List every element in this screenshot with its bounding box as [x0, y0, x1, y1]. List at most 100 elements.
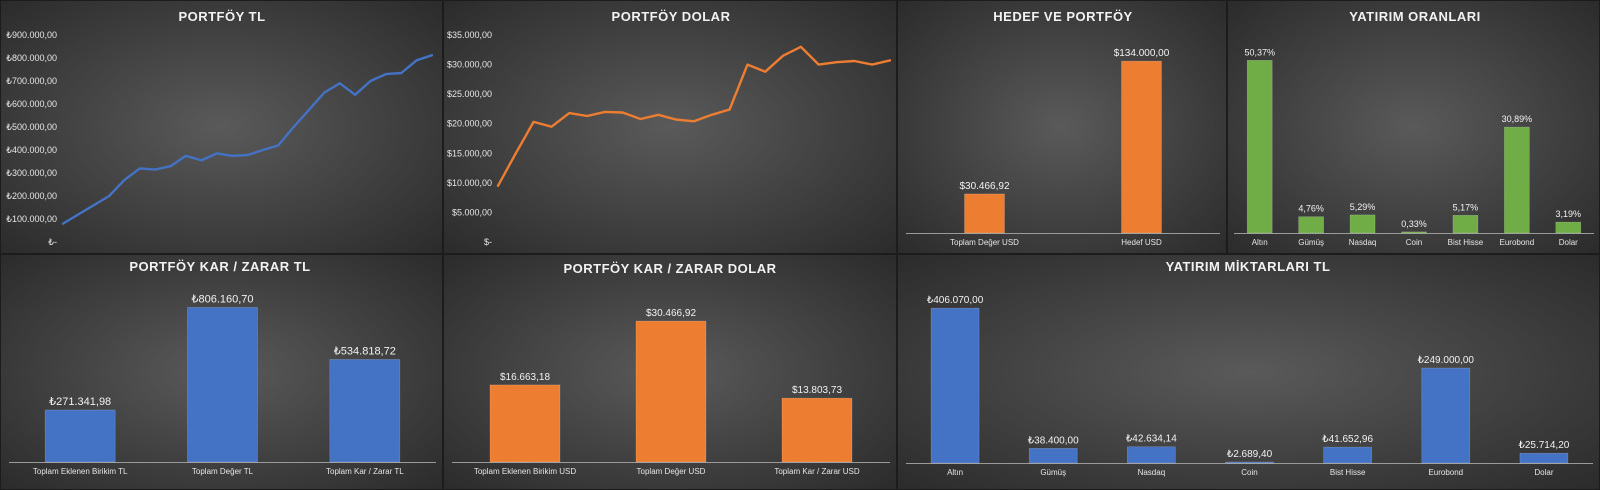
data-label: 4,76% [1298, 204, 1324, 214]
bar [781, 397, 853, 463]
bar [1298, 216, 1324, 234]
data-label: ₺38.400,00 [1028, 435, 1079, 446]
y-tick-label: ₺300.000,00 [6, 168, 57, 178]
category-label: Altın [947, 468, 963, 477]
y-tick-label: ₺900.000,00 [6, 30, 57, 40]
y-tick-label: $15.000,00 [447, 148, 492, 158]
data-label: $134.000,00 [1114, 48, 1170, 59]
data-label: ₺806.160,70 [191, 293, 253, 305]
chart-portfoy-dolar-svg: PORTFÖY DOLAR $- $5.000,00 $10.000,00 $15.00… [447, 9, 892, 247]
chart-portfoy-kar-zarar-tl: PORTFÖY KAR / ZARAR TL ₺271.341,98 Toplam … [0, 254, 443, 490]
data-label: ₺42.634,14 [1126, 434, 1177, 445]
data-label: ₺41.652,96 [1322, 434, 1373, 445]
data-label: $13.803,73 [792, 385, 842, 396]
category-label: Toplam Kar / Zarar TL [326, 467, 404, 476]
chart-hedef-ve-portfoy-svg: HEDEF VE PORTFÖY $30.466,92 Toplam Değer U… [906, 9, 1220, 247]
data-label: ₺534.818,72 [334, 345, 396, 357]
y-tick-label: ₺200.000,00 [6, 191, 57, 201]
category-label: Altın [1252, 238, 1268, 247]
y-tick-label: ₺500.000,00 [6, 122, 57, 132]
y-tick-label: $5.000,00 [452, 207, 492, 217]
bar [1028, 448, 1078, 464]
bar [1349, 214, 1376, 234]
y-tick-label: ₺100.000,00 [6, 214, 57, 224]
bar [964, 193, 1005, 234]
category-label: Toplam Kar / Zarar USD [774, 467, 860, 476]
y-tick-label: $10.000,00 [447, 178, 492, 188]
data-label: ₺25.714,20 [1518, 440, 1569, 451]
y-tick-label: ₺800.000,00 [6, 53, 57, 63]
data-label: ₺2.689,40 [1227, 449, 1273, 460]
chart-title: YATIRIM ORANLARI [1349, 9, 1481, 24]
category-label: Toplam Eklenen Birikim TL [33, 467, 128, 476]
category-label: Eurobond [1428, 468, 1463, 477]
bar [1323, 446, 1372, 464]
data-label: $30.466,92 [959, 181, 1009, 192]
y-tick-label: ₺- [48, 237, 57, 247]
bar [1504, 126, 1530, 234]
data-label: 5,29% [1350, 202, 1376, 212]
data-label: $30.466,92 [646, 308, 696, 319]
bar [1452, 214, 1479, 234]
bar [1121, 60, 1162, 234]
category-label: Hedef USD [1121, 238, 1162, 247]
bar [1519, 452, 1569, 464]
category-label: Toplam Değer TL [192, 467, 254, 476]
data-label: 50,37% [1244, 47, 1275, 57]
category-label: Coin [1406, 238, 1422, 247]
chart-portfoy-kar-zarar-dolar-svg: PORTFÖY KAR / ZARAR DOLAR $16.663,18 Topla… [452, 261, 890, 476]
chart-title: PORTFÖY KAR / ZARAR DOLAR [563, 261, 776, 276]
bar [1555, 221, 1582, 234]
chart-portfoy-kar-zarar-dolar: PORTFÖY KAR / ZARAR DOLAR $16.663,18 Topla… [443, 254, 897, 490]
chart-yatirim-oranlari-svg: YATIRIM ORANLARI 50,37% Altın 4,76% Gümüş 5,2… [1234, 9, 1594, 247]
data-label: 3,19% [1556, 209, 1582, 219]
category-label: Gümüş [1298, 238, 1324, 247]
data-label: $16.663,18 [500, 372, 550, 383]
data-label: 0,33% [1401, 219, 1427, 229]
bar [1127, 446, 1176, 464]
y-tick-label: $- [484, 237, 492, 247]
y-tick-label: $35.000,00 [447, 30, 492, 40]
category-label: Toplam Eklenen Birikim USD [474, 467, 576, 476]
category-label: Coin [1241, 468, 1257, 477]
y-tick-label: $25.000,00 [447, 89, 492, 99]
series-line [496, 45, 892, 187]
category-label: Dolar [1534, 468, 1553, 477]
bar [1421, 367, 1471, 464]
y-tick-label: ₺400.000,00 [6, 145, 57, 155]
bar [1225, 461, 1274, 464]
chart-title: YATIRIM MİKTARLARI TL [1166, 259, 1331, 274]
bar [489, 384, 561, 463]
y-tick-label: $30.000,00 [447, 60, 492, 70]
data-label: 30,89% [1502, 114, 1533, 124]
category-label: Dolar [1559, 238, 1578, 247]
category-label: Nasdaq [1138, 468, 1166, 477]
chart-hedef-ve-portfoy: HEDEF VE PORTFÖY $30.466,92 Toplam Değer U… [897, 0, 1227, 254]
category-label: Bist Hisse [1448, 238, 1484, 247]
data-label: ₺249.000,00 [1418, 355, 1475, 366]
category-label: Bist Hisse [1330, 468, 1366, 477]
y-tick-label: ₺600.000,00 [6, 99, 57, 109]
bar [187, 307, 258, 463]
category-label: Toplam Değer USD [950, 238, 1019, 247]
y-tick-label: $20.000,00 [447, 119, 492, 129]
series-line [61, 54, 434, 225]
bar [1246, 60, 1273, 234]
chart-yatirim-oranlari: YATIRIM ORANLARI 50,37% Altın 4,76% Gümüş 5,2… [1227, 0, 1600, 254]
chart-portfoy-tl: PORTFÖY TL ₺- ₺100.000,00 ₺200.000,00 ₺300.0… [0, 0, 443, 254]
chart-portfoy-tl-svg: PORTFÖY TL ₺- ₺100.000,00 ₺200.000,00 ₺300.0… [6, 9, 434, 247]
data-label: 5,17% [1453, 202, 1479, 212]
bar [1401, 231, 1427, 234]
chart-portfoy-kar-zarar-tl-svg: PORTFÖY KAR / ZARAR TL ₺271.341,98 Toplam … [9, 259, 436, 476]
category-label: Nasdaq [1349, 238, 1377, 247]
bar [930, 307, 980, 464]
chart-yatirim-miktarlari-tl-svg: YATIRIM MİKTARLARI TL ₺406.070,00 Altın ₺38… [906, 259, 1593, 477]
category-label: Toplam Değer USD [637, 467, 706, 476]
data-label: ₺406.070,00 [927, 295, 984, 306]
chart-yatirim-miktarlari-tl: YATIRIM MİKTARLARI TL ₺406.070,00 Altın ₺38… [897, 254, 1600, 490]
bar [635, 320, 707, 463]
bar [329, 359, 401, 463]
category-label: Eurobond [1500, 238, 1535, 247]
chart-title: PORTFÖY KAR / ZARAR TL [129, 259, 310, 274]
chart-title: HEDEF VE PORTFÖY [993, 9, 1132, 24]
